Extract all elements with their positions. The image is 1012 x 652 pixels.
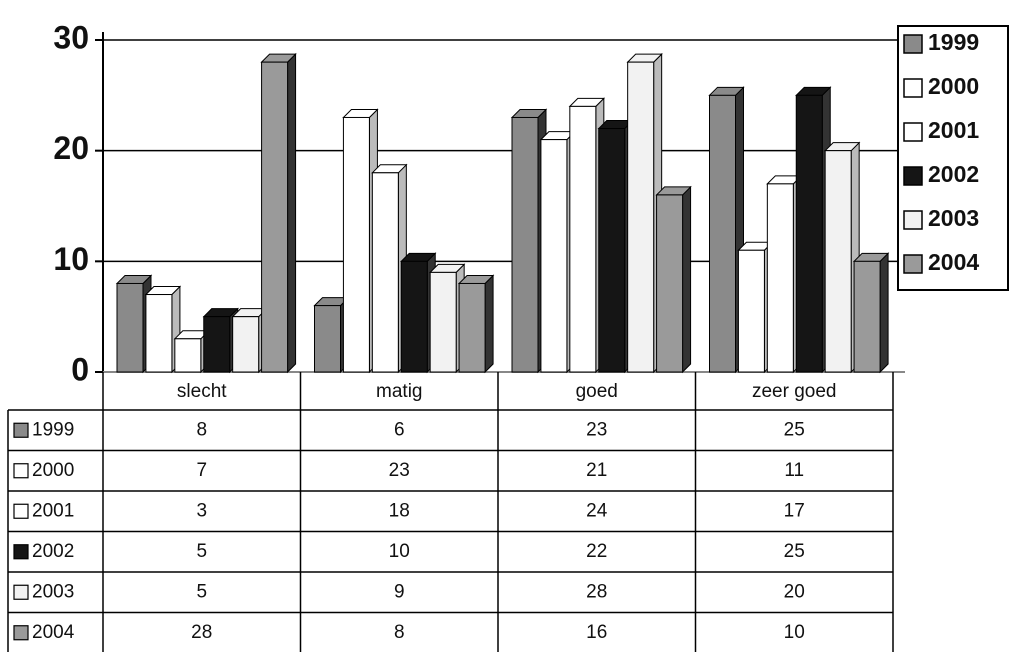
- bar: [737, 249, 765, 373]
- y-tick-label: 20: [53, 130, 89, 166]
- bar: [853, 260, 881, 373]
- table-cell: 16: [586, 622, 607, 643]
- bar: [400, 260, 428, 373]
- y-tick-label: 30: [53, 19, 89, 55]
- table-cell: 5: [196, 581, 207, 602]
- legend-label: 2001: [928, 117, 979, 143]
- table-swatch: [13, 463, 29, 479]
- table-cell: 9: [394, 581, 405, 602]
- table-cell: 10: [784, 622, 805, 643]
- table-cell: 23: [389, 460, 410, 481]
- table-cell: 28: [586, 581, 607, 602]
- legend-label: 2000: [928, 73, 979, 99]
- bar: [824, 150, 852, 373]
- y-tick-label: 0: [71, 351, 89, 387]
- table-cell: 8: [196, 419, 207, 440]
- legend-swatch: [903, 34, 923, 54]
- table-header: matig: [376, 381, 422, 402]
- bar: [458, 282, 486, 373]
- table-swatch: [13, 544, 29, 560]
- bar: [174, 338, 202, 373]
- legend-label: 2004: [928, 249, 979, 275]
- bar: [709, 94, 736, 373]
- bar: [569, 105, 597, 373]
- table-swatch: [13, 503, 29, 519]
- bar-side: [682, 185, 692, 374]
- legend-swatch: [903, 78, 923, 98]
- legend-label: 2002: [928, 161, 979, 187]
- table-swatch: [13, 584, 29, 600]
- table-cell: 17: [784, 500, 805, 521]
- table-cell: 21: [586, 460, 607, 481]
- table-swatch: [13, 625, 29, 641]
- table-cell: 10: [389, 541, 410, 562]
- table-cell: 20: [784, 581, 805, 602]
- bar: [598, 128, 626, 373]
- bar: [203, 316, 231, 373]
- bar: [371, 172, 399, 373]
- legend-label: 2003: [928, 205, 979, 231]
- bar: [656, 194, 684, 373]
- legend-label: 1999: [928, 29, 979, 55]
- legend-swatch: [903, 254, 923, 274]
- table-row-label: 2002: [32, 541, 74, 562]
- table-row-label: 2004: [32, 622, 75, 643]
- table-cell: 23: [586, 419, 607, 440]
- bar: [540, 139, 568, 373]
- table-header: zeer goed: [752, 381, 837, 402]
- bar: [429, 271, 457, 373]
- table-cell: 5: [196, 541, 207, 562]
- legend-swatch: [903, 210, 923, 230]
- bar: [795, 94, 823, 373]
- table-cell: 11: [784, 460, 804, 481]
- table-cell: 25: [784, 419, 805, 440]
- bar: [511, 116, 539, 373]
- table-cell: 28: [191, 622, 212, 643]
- bar: [314, 305, 341, 373]
- bar: [627, 61, 655, 373]
- bar-side: [879, 252, 889, 374]
- table-row-label: 2003: [32, 581, 74, 602]
- table-cell: 3: [196, 500, 207, 521]
- bar: [116, 282, 144, 373]
- table-header: slecht: [177, 381, 227, 402]
- table-cell: 24: [586, 500, 608, 521]
- table-row-label: 1999: [32, 419, 74, 440]
- legend-swatch: [903, 122, 923, 142]
- table-header: goed: [576, 381, 618, 402]
- bar: [145, 294, 173, 373]
- table-cell: 6: [394, 419, 405, 440]
- table-cell: 18: [389, 500, 410, 521]
- legend: [897, 25, 1009, 291]
- bar-side: [484, 274, 494, 374]
- bar: [261, 61, 289, 373]
- table-row-label: 2000: [32, 460, 74, 481]
- bar-side: [287, 52, 297, 374]
- table-cell: 22: [586, 541, 607, 562]
- table-cell: 7: [196, 460, 207, 481]
- table-row-label: 2001: [32, 500, 74, 521]
- bar: [766, 183, 794, 373]
- legend-swatch: [903, 166, 923, 186]
- table-cell: 25: [784, 541, 805, 562]
- y-tick-label: 10: [53, 241, 89, 277]
- bar: [232, 316, 260, 373]
- table-swatch: [13, 422, 29, 438]
- table-cell: 8: [394, 622, 405, 643]
- bar: [342, 116, 370, 373]
